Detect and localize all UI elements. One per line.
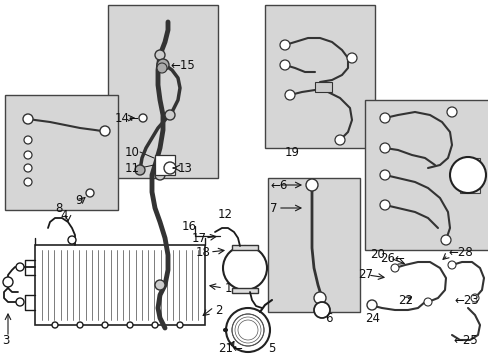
Circle shape xyxy=(100,126,110,136)
Text: ←28: ←28 xyxy=(447,246,472,258)
Text: 5: 5 xyxy=(267,342,275,355)
Text: 11: 11 xyxy=(125,162,140,175)
Circle shape xyxy=(379,143,389,153)
Circle shape xyxy=(366,300,376,310)
Circle shape xyxy=(68,236,76,244)
Circle shape xyxy=(280,40,289,50)
Text: 27: 27 xyxy=(357,269,372,282)
Circle shape xyxy=(305,179,317,191)
Circle shape xyxy=(177,322,183,328)
Circle shape xyxy=(346,53,356,63)
Text: 9: 9 xyxy=(75,194,82,207)
Circle shape xyxy=(155,170,164,180)
Text: 18: 18 xyxy=(196,246,210,258)
Circle shape xyxy=(446,107,456,117)
Bar xyxy=(314,82,331,92)
Circle shape xyxy=(447,261,455,269)
Bar xyxy=(364,100,488,250)
Circle shape xyxy=(231,314,264,346)
Text: 7: 7 xyxy=(269,202,277,215)
Circle shape xyxy=(440,235,450,245)
Text: 26←: 26← xyxy=(379,252,404,265)
Text: 17: 17 xyxy=(192,231,206,244)
Text: 14←: 14← xyxy=(115,112,140,125)
Circle shape xyxy=(164,110,175,120)
Circle shape xyxy=(24,151,32,159)
Circle shape xyxy=(449,157,485,193)
Circle shape xyxy=(3,277,13,287)
Circle shape xyxy=(24,178,32,186)
Circle shape xyxy=(52,322,58,328)
Text: 19: 19 xyxy=(285,145,299,158)
Circle shape xyxy=(155,280,164,290)
Circle shape xyxy=(23,114,33,124)
Text: 4: 4 xyxy=(60,208,67,221)
Circle shape xyxy=(24,136,32,144)
Circle shape xyxy=(157,59,169,71)
Circle shape xyxy=(285,90,294,100)
Circle shape xyxy=(24,164,32,172)
Circle shape xyxy=(127,322,133,328)
Circle shape xyxy=(155,50,164,60)
Circle shape xyxy=(77,322,83,328)
Circle shape xyxy=(86,189,94,197)
Bar xyxy=(459,158,479,193)
Bar xyxy=(155,155,175,175)
Bar xyxy=(264,5,374,148)
Text: ←25: ←25 xyxy=(452,333,477,346)
Text: 2: 2 xyxy=(215,303,222,316)
Circle shape xyxy=(379,170,389,180)
Text: 10: 10 xyxy=(125,145,140,158)
Bar xyxy=(35,245,204,325)
Bar xyxy=(267,178,359,312)
Circle shape xyxy=(379,200,389,210)
Text: 13: 13 xyxy=(178,162,192,175)
Circle shape xyxy=(163,162,176,174)
Circle shape xyxy=(135,165,145,175)
Circle shape xyxy=(423,298,431,306)
Circle shape xyxy=(16,298,24,306)
Circle shape xyxy=(102,322,108,328)
Circle shape xyxy=(470,294,478,302)
Circle shape xyxy=(223,246,266,290)
Text: 12: 12 xyxy=(218,207,232,220)
Circle shape xyxy=(152,322,158,328)
Circle shape xyxy=(313,302,329,318)
Circle shape xyxy=(390,264,398,272)
Text: 1: 1 xyxy=(224,282,232,294)
Text: 16: 16 xyxy=(182,220,197,233)
Text: 8: 8 xyxy=(55,202,62,215)
Bar xyxy=(5,95,118,210)
Text: 20: 20 xyxy=(369,248,384,261)
Text: 22: 22 xyxy=(397,293,412,306)
Text: 6: 6 xyxy=(325,311,332,324)
Circle shape xyxy=(225,308,269,352)
Circle shape xyxy=(379,113,389,123)
Text: 21←: 21← xyxy=(218,342,243,355)
Text: 3: 3 xyxy=(2,333,9,346)
Text: ←23: ←23 xyxy=(453,293,478,306)
Circle shape xyxy=(139,114,147,122)
Circle shape xyxy=(313,292,325,304)
Text: ←6: ←6 xyxy=(269,179,287,192)
Bar xyxy=(231,245,258,250)
Circle shape xyxy=(334,135,345,145)
Circle shape xyxy=(16,263,24,271)
Circle shape xyxy=(157,63,167,73)
Circle shape xyxy=(280,60,289,70)
Bar xyxy=(231,288,258,293)
Text: ←15: ←15 xyxy=(170,59,194,72)
Bar xyxy=(108,5,218,178)
Text: 24: 24 xyxy=(364,311,379,324)
